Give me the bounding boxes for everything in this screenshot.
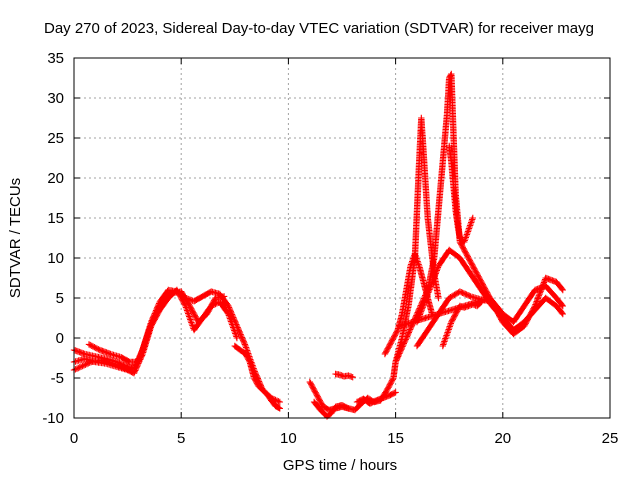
series-markers	[353, 389, 399, 407]
chart-title: Day 270 of 2023, Sidereal Day-to-day VTE…	[44, 20, 594, 37]
y-tick-label: 15	[47, 210, 64, 227]
y-tick-labels: -10 -5 0 5 10 15 20 25 30 35	[42, 50, 64, 427]
x-tick-label: 5	[177, 430, 185, 447]
series-markers	[306, 358, 399, 414]
x-tick-label: 15	[387, 430, 404, 447]
series-track-q	[439, 298, 485, 350]
data-points	[70, 70, 566, 420]
y-tick-label: 25	[47, 130, 64, 147]
series-track-c	[85, 288, 228, 366]
series-track-g	[310, 398, 352, 420]
series-track-i	[353, 389, 399, 407]
series-markers	[446, 142, 476, 246]
x-tick-label: 0	[70, 430, 78, 447]
series-markers	[310, 398, 352, 420]
y-tick-label: 0	[56, 330, 64, 347]
x-axis-label: GPS time / hours	[283, 457, 397, 474]
x-tick-label: 25	[602, 430, 619, 447]
y-tick-label: 30	[47, 90, 64, 107]
y-tick-label: 5	[56, 290, 64, 307]
y-tick-label: 20	[47, 170, 64, 187]
series-markers	[85, 288, 228, 366]
y-tick-label: -10	[42, 410, 64, 427]
series-markers	[70, 286, 283, 406]
x-tick-label: 10	[280, 430, 297, 447]
series-track-h	[332, 370, 356, 381]
series-track-e	[231, 342, 283, 412]
series-markers	[332, 370, 356, 381]
x-tick-label: 20	[494, 430, 511, 447]
y-tick-label: 10	[47, 250, 64, 267]
y-tick-label: -5	[51, 370, 64, 387]
y-tick-label: 35	[47, 50, 64, 67]
plot-frame	[73, 57, 611, 419]
x-tick-labels: 0 5 10 15 20 25	[70, 430, 619, 447]
series-markers	[231, 342, 283, 412]
axis-ticks	[73, 57, 611, 419]
series-track-a	[70, 286, 283, 406]
series-track-m	[446, 142, 476, 246]
series-track-d	[70, 357, 138, 375]
y-axis-label: SDTVAR / TECUs	[7, 178, 24, 298]
series-track-f	[306, 358, 399, 414]
grid-lines	[74, 58, 610, 418]
series-markers	[439, 298, 485, 350]
